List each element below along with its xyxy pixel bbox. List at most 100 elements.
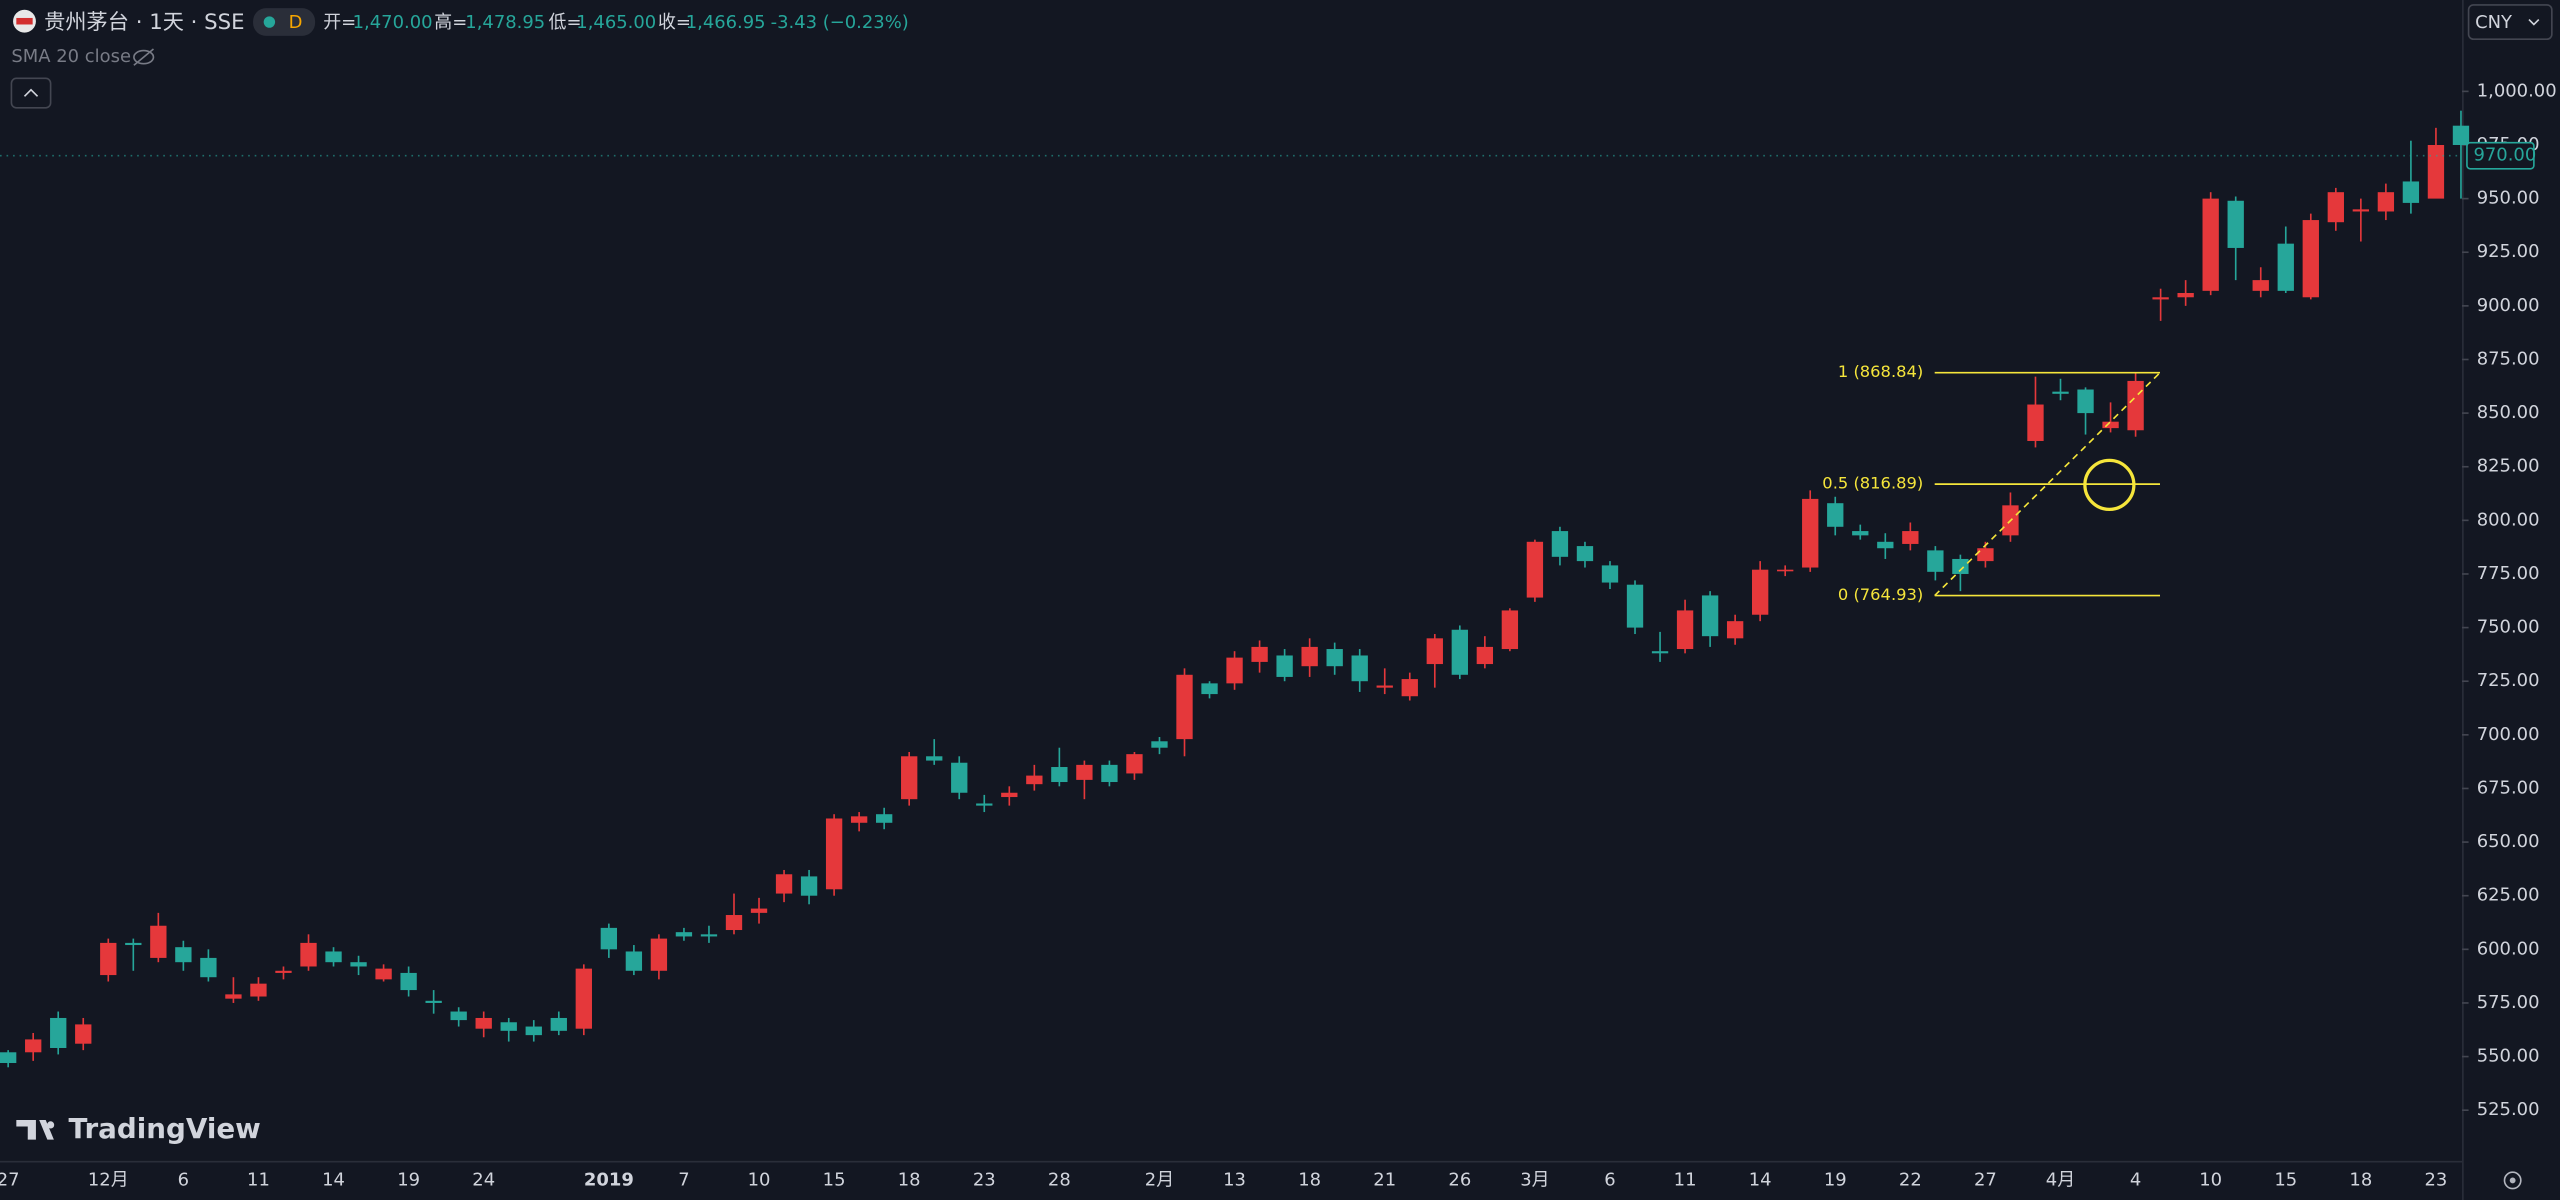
candle-body: [876, 814, 893, 823]
candle-body: [2177, 292, 2194, 298]
currency-button[interactable]: [2467, 4, 2553, 40]
symbol[interactable]: 贵州茅台 · 1天 · SSE: [44, 10, 244, 35]
candle-body: [325, 951, 342, 963]
settings-icon[interactable]: [2503, 1171, 2522, 1190]
candle-body: [2102, 421, 2119, 429]
candle-body: [850, 816, 868, 823]
candle-body: [675, 932, 693, 937]
x-tick-label: 28: [1048, 1169, 1071, 1190]
candle-body: [1451, 629, 1468, 675]
indicator[interactable]: SMA 20 close: [11, 46, 131, 67]
x-tick-label: 24: [472, 1169, 495, 1190]
candle-body: [575, 968, 592, 1029]
candle-body: [1001, 792, 1018, 798]
collapse-arrow: [23, 88, 39, 97]
high-label: 高=: [434, 12, 467, 33]
x-tick-label: 18: [898, 1169, 921, 1190]
candle-body: [2252, 280, 2269, 291]
candle-body: [1226, 657, 1243, 684]
candle-body: [2152, 297, 2169, 300]
x-tick-label: 15: [2274, 1169, 2297, 1190]
y-tick-label: 925.00: [2477, 241, 2540, 262]
x-tick-label: 2月: [1145, 1169, 1174, 1190]
candle-body: [725, 915, 743, 931]
candle-body: [1977, 548, 1994, 562]
currency: CNY: [2475, 12, 2512, 33]
y-tick-label: 825.00: [2477, 456, 2540, 477]
x-tick-label: 26: [1448, 1169, 1471, 1190]
candle-body: [1151, 741, 1168, 748]
candle-body: [1651, 651, 1669, 654]
candle-body: [425, 1000, 442, 1003]
y-tick-label: 725.00: [2477, 670, 2540, 691]
fib-trend-line: [1934, 372, 2161, 597]
candle-body: [1426, 638, 1443, 665]
candle-body: [926, 756, 943, 761]
x-tick-label: 23: [2425, 1169, 2448, 1190]
candle-body: [50, 1017, 67, 1048]
candle-body: [625, 951, 643, 971]
candle-body: [1852, 531, 1869, 536]
close-value: 1,466.95: [686, 12, 766, 33]
x-tick-label: 27: [1974, 1169, 1997, 1190]
candle-body: [800, 876, 818, 896]
x-tick-label: 12月: [88, 1169, 129, 1190]
candle-body: [901, 756, 918, 800]
y-tick-label: 1,000.00: [2477, 80, 2557, 101]
plot: 525.00 550.00 575.00 600.00 625.00 650.00 675.…: [0, 80, 2557, 1190]
candle-body: [1526, 541, 1544, 598]
eye: [133, 49, 155, 65]
x-tick-label: 19: [397, 1169, 420, 1190]
logo-dot: [47, 1121, 55, 1129]
logo-mark: [16, 1120, 54, 1140]
candle-body: [1326, 649, 1343, 667]
open-label: 开=: [323, 12, 356, 33]
candle-body: [1276, 655, 1293, 677]
low-label: 低=: [549, 12, 582, 33]
open-value: 1,470.00: [353, 12, 433, 33]
candle-body: [150, 925, 167, 958]
candle-body: [700, 934, 718, 937]
candle-body: [1126, 754, 1143, 774]
x-tick-label: 2019: [584, 1169, 634, 1190]
candle-body: [1902, 531, 1919, 544]
candle-body: [825, 818, 843, 890]
y-tick-label: 900.00: [2477, 295, 2540, 316]
x-tick-label: 14: [1749, 1169, 1772, 1190]
x-tick-label: 19: [1824, 1169, 1847, 1190]
candle-body: [1827, 503, 1844, 527]
candle-body: [1251, 646, 1268, 662]
candle-body: [1952, 558, 1969, 574]
y-tick-label: 800.00: [2477, 509, 2540, 530]
x-tick-label: 18: [2349, 1169, 2372, 1190]
candle-body: [2202, 198, 2219, 291]
candle-body: [1752, 569, 1769, 615]
fib-label: 0.5 (816.89): [1822, 474, 1923, 493]
candle-body: [2452, 125, 2470, 145]
x-tick-label: 15: [823, 1169, 846, 1190]
gear-center: [2509, 1177, 2516, 1184]
candle-body: [775, 874, 793, 894]
x-tick-label: 11: [247, 1169, 270, 1190]
x-tick-label: 4月: [2046, 1169, 2075, 1190]
gear: [2503, 1171, 2522, 1190]
y-tick-label: 575.00: [2477, 992, 2540, 1013]
x-tick-label: 27: [0, 1169, 20, 1190]
candle-body: [2027, 404, 2044, 441]
x-tick-label: 23: [973, 1169, 996, 1190]
y-tick-label: 625.00: [2477, 885, 2540, 906]
candle-body: [375, 968, 392, 980]
hidden-eye-icon[interactable]: [133, 48, 155, 66]
candle-body: [1877, 541, 1894, 549]
circle-annotation: [2083, 458, 2136, 512]
candle-body: [1626, 584, 1644, 628]
candle-body: [450, 1011, 467, 1021]
candle-body: [1351, 655, 1368, 682]
candle-body: [1101, 764, 1118, 783]
candle-body: [2227, 200, 2244, 248]
candle-body: [275, 970, 292, 973]
collapse-button[interactable]: [10, 77, 52, 109]
change: -3.43 (−0.23%): [771, 12, 909, 33]
